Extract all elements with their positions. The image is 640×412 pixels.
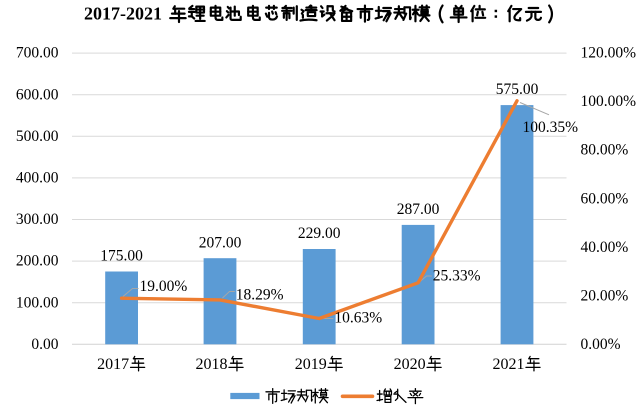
svg-text:2018: 2018 [196,356,228,373]
svg-text:0.00: 0.00 [31,336,58,353]
svg-text:2020: 2020 [394,356,426,373]
svg-text:10.63%: 10.63% [334,310,382,327]
svg-text:40.00%: 40.00% [581,239,629,256]
svg-text:80.00%: 80.00% [581,142,629,159]
svg-text:100.00%: 100.00% [581,93,637,110]
svg-text:60.00%: 60.00% [581,190,629,207]
svg-text:2019: 2019 [295,356,327,373]
svg-text:100.35%: 100.35% [523,119,579,136]
svg-text:287.00: 287.00 [397,201,440,218]
svg-text:2017: 2017 [97,356,129,373]
svg-text:100.00: 100.00 [16,294,59,311]
svg-text:500.00: 500.00 [16,128,59,145]
svg-text:19.00%: 19.00% [140,278,188,295]
svg-text:700.00: 700.00 [16,45,59,62]
svg-text:207.00: 207.00 [199,234,242,251]
svg-text:120.00%: 120.00% [581,45,637,62]
svg-text:175.00: 175.00 [100,248,143,265]
svg-text:400.00: 400.00 [16,170,59,187]
svg-text:200.00: 200.00 [16,253,59,270]
svg-text:2017-2021: 2017-2021 [84,4,162,24]
svg-text:25.33%: 25.33% [433,268,481,285]
svg-text:300.00: 300.00 [16,211,59,228]
svg-text:600.00: 600.00 [16,86,59,103]
svg-text:229.00: 229.00 [298,225,341,242]
svg-text:575.00: 575.00 [496,81,539,98]
svg-text:20.00%: 20.00% [581,287,629,304]
svg-text:18.29%: 18.29% [236,286,284,303]
svg-text:0.00%: 0.00% [581,336,621,353]
svg-text:2021: 2021 [493,356,525,373]
